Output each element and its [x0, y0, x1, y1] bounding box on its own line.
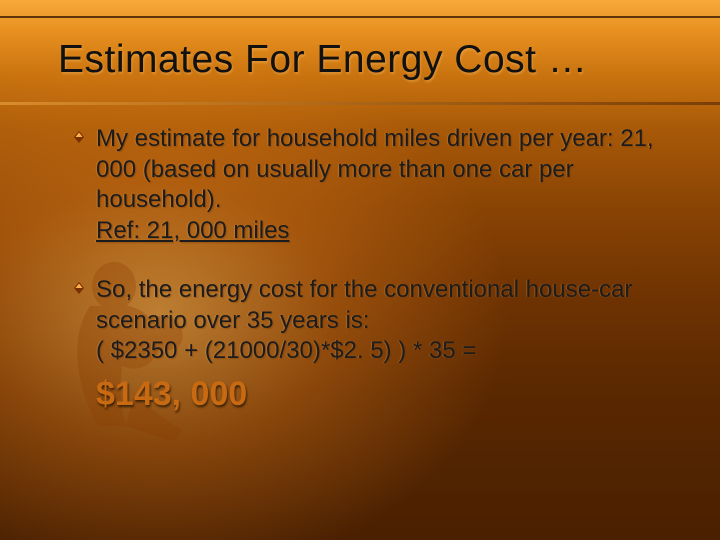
- bullet-marker-icon: [72, 130, 86, 144]
- slide: Estimates For Energy Cost … My estimate …: [0, 0, 720, 540]
- result-amount: $143, 000: [96, 373, 678, 417]
- bullet-2-text: So, the energy cost for the conventional…: [96, 276, 632, 334]
- bullet-1-ref-link[interactable]: Ref: 21, 000 miles: [96, 217, 289, 244]
- title-underline: [0, 102, 720, 105]
- bullet-2: So, the energy cost for the conventional…: [96, 275, 678, 417]
- bullet-2-calc: ( $2350 + (21000/30)*$2. 5) ) * 35 =: [96, 337, 476, 364]
- slide-title: Estimates For Energy Cost …: [58, 38, 690, 82]
- bullet-1: My estimate for household miles driven p…: [96, 124, 678, 247]
- bullet-1-text: My estimate for household miles driven p…: [96, 125, 654, 213]
- bullet-marker-icon: [72, 281, 86, 295]
- body: My estimate for household miles driven p…: [96, 124, 678, 445]
- top-rule: [0, 16, 720, 18]
